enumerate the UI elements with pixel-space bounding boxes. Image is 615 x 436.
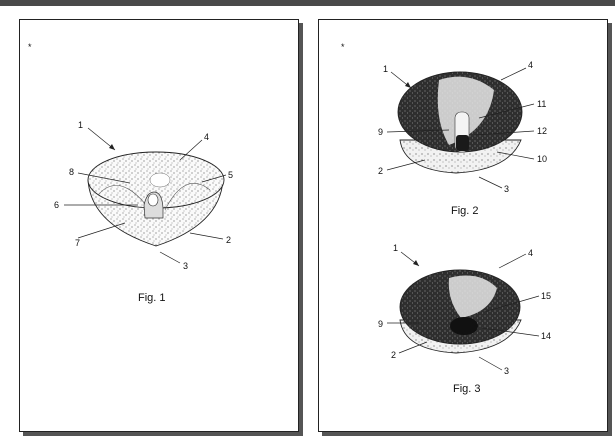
ref-label: 8 bbox=[69, 167, 74, 177]
ref-label: 4 bbox=[528, 60, 533, 70]
ref-label: 5 bbox=[228, 170, 233, 180]
bowl-illustration-fig-3 bbox=[399, 269, 522, 354]
window-top-bar bbox=[0, 0, 615, 6]
ref-label: 1 bbox=[78, 120, 83, 130]
ref-label: 2 bbox=[226, 235, 231, 245]
sheet-mark: * bbox=[341, 42, 345, 52]
ref-label: 3 bbox=[504, 366, 509, 376]
ref-label: 6 bbox=[54, 200, 59, 210]
fig-1-drawing: * 1 2 3 4 5 6 7 8 Fig. 1 bbox=[28, 42, 233, 304]
patent-drawing-sheet-2: * 1 2 3 4 9 10 11 12 Fig. 2 bbox=[318, 19, 608, 432]
ref-label: 9 bbox=[378, 319, 383, 329]
ref-label: 3 bbox=[183, 261, 188, 271]
figure-caption: Fig. 1 bbox=[138, 292, 166, 304]
ref-label: 4 bbox=[528, 248, 533, 258]
sheet-mark: * bbox=[28, 42, 32, 52]
figure-caption: Fig. 2 bbox=[451, 205, 479, 217]
ref-label: 10 bbox=[537, 154, 547, 164]
ref-label: 12 bbox=[537, 126, 547, 136]
ref-label: 9 bbox=[378, 127, 383, 137]
ref-label: 4 bbox=[204, 132, 209, 142]
ref-label: 2 bbox=[391, 350, 396, 360]
ref-label: 3 bbox=[504, 184, 509, 194]
figure-caption: Fig. 3 bbox=[453, 383, 481, 395]
ref-label: 2 bbox=[378, 166, 383, 176]
ref-label: 1 bbox=[383, 64, 388, 74]
bowl-illustration-fig-2 bbox=[397, 71, 523, 174]
bowl-illustration bbox=[87, 151, 225, 247]
ref-label: 14 bbox=[541, 331, 551, 341]
patent-drawing-sheet-1: * 1 2 3 4 5 6 7 8 Fig. 1 bbox=[19, 19, 299, 432]
ref-label: 11 bbox=[537, 99, 546, 109]
ref-label: 15 bbox=[541, 291, 551, 301]
ref-label: 7 bbox=[75, 238, 80, 248]
fig-2-3-drawing: * 1 2 3 4 9 10 11 12 Fig. 2 bbox=[341, 42, 551, 395]
ref-label: 1 bbox=[393, 243, 398, 253]
